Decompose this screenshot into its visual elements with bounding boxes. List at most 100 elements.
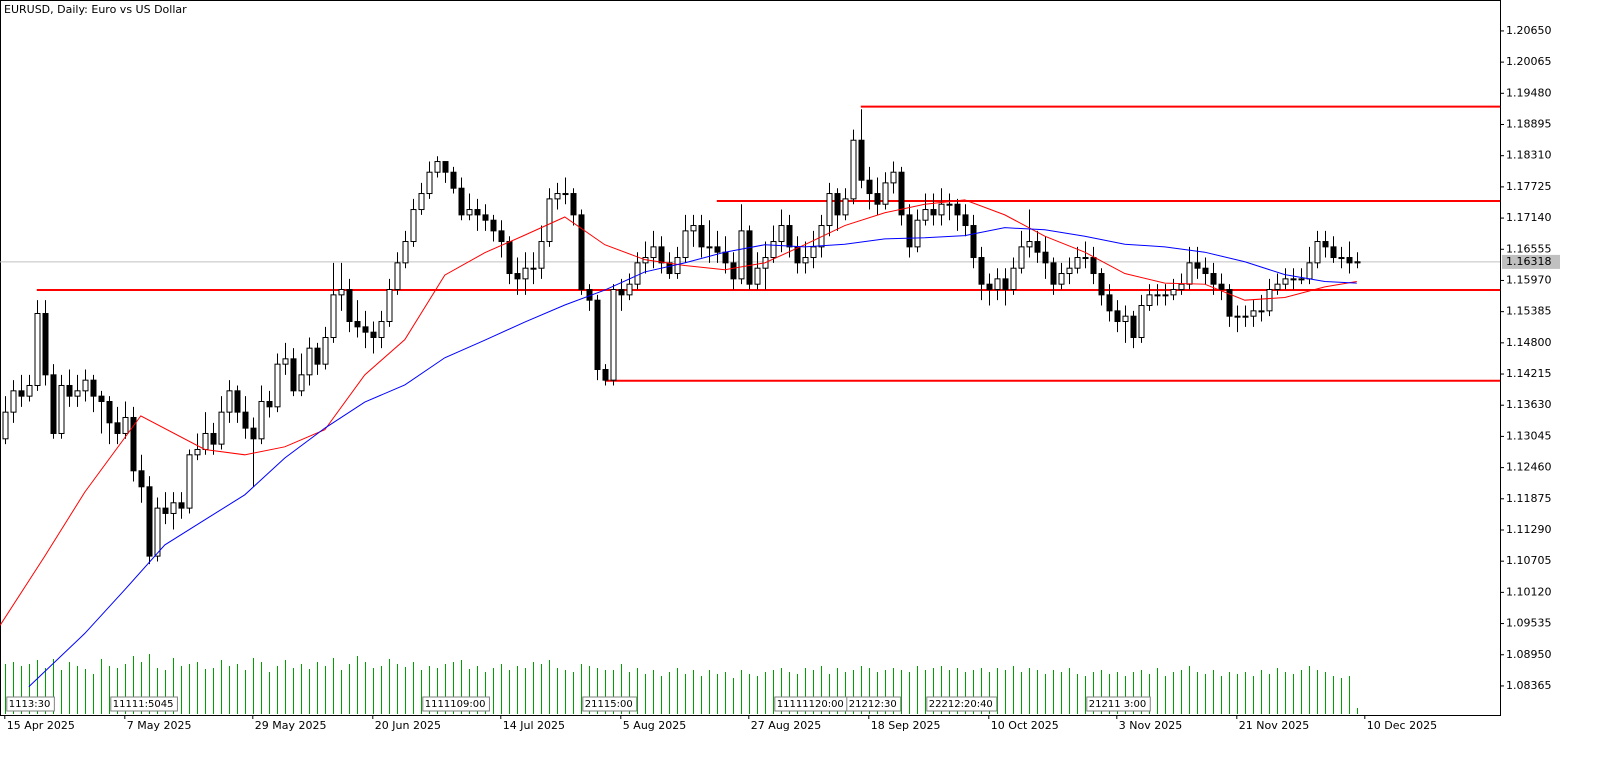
candle-body bbox=[634, 262, 641, 285]
candle-body bbox=[50, 374, 57, 434]
y-tick-label: 1.15385 bbox=[1506, 305, 1552, 318]
event-label-box bbox=[422, 696, 490, 712]
candle-body bbox=[1106, 294, 1113, 312]
candle-body bbox=[82, 379, 89, 392]
candle-body bbox=[458, 187, 465, 216]
candle-body bbox=[970, 225, 977, 259]
candle-body bbox=[1282, 278, 1289, 285]
x-tick-label: 29 May 2025 bbox=[255, 719, 327, 732]
candle-body bbox=[842, 198, 849, 216]
candle-body bbox=[322, 337, 329, 365]
candle-body bbox=[354, 321, 361, 328]
candle-body bbox=[498, 230, 505, 243]
candle-body bbox=[178, 502, 185, 509]
y-tick-label: 1.12460 bbox=[1506, 461, 1552, 474]
candle-body bbox=[1034, 241, 1041, 253]
candle-body bbox=[154, 507, 161, 557]
candle-body bbox=[2, 411, 9, 440]
candle-body bbox=[74, 390, 81, 397]
y-tick-label: 1.13045 bbox=[1506, 429, 1552, 442]
candle-body bbox=[1274, 283, 1281, 291]
candle-body bbox=[1330, 246, 1337, 259]
candle-body bbox=[18, 390, 25, 397]
candle-body bbox=[858, 139, 865, 181]
candle-body bbox=[1322, 241, 1329, 248]
x-tick-label: 27 Aug 2025 bbox=[751, 719, 821, 732]
candle-body bbox=[482, 214, 489, 221]
y-tick-label: 1.11875 bbox=[1506, 492, 1552, 505]
candle-body bbox=[906, 214, 913, 248]
y-tick-label: 1.10705 bbox=[1506, 554, 1552, 567]
event-label-box bbox=[6, 696, 55, 712]
candle-body bbox=[882, 182, 889, 205]
candle-body bbox=[298, 374, 305, 392]
candle-body bbox=[778, 225, 785, 243]
y-tick-label: 1.20650 bbox=[1506, 24, 1552, 37]
candle-body bbox=[1306, 262, 1313, 280]
candle-body bbox=[538, 241, 545, 269]
candle-body bbox=[754, 267, 761, 285]
candle-body bbox=[514, 273, 521, 280]
candle-body bbox=[42, 313, 49, 376]
candle-body bbox=[106, 400, 113, 424]
candle-body bbox=[506, 241, 513, 275]
candle-body bbox=[274, 363, 281, 408]
candle-body bbox=[914, 219, 921, 248]
candle-body bbox=[1098, 273, 1105, 296]
candle-body bbox=[1186, 262, 1193, 285]
candle-body bbox=[250, 427, 257, 440]
y-tick-label: 1.08950 bbox=[1506, 648, 1552, 661]
candle-body bbox=[1146, 294, 1153, 307]
moving-average bbox=[0, 199, 1357, 626]
candle-body bbox=[346, 289, 353, 323]
candle-body bbox=[26, 384, 33, 397]
y-tick-label: 1.17725 bbox=[1506, 180, 1552, 193]
candle-body bbox=[922, 209, 929, 221]
candle-body bbox=[1002, 278, 1009, 291]
candle-body bbox=[1242, 315, 1249, 318]
candle-body bbox=[450, 171, 457, 189]
candle-body bbox=[1130, 315, 1137, 339]
candle-body bbox=[434, 161, 441, 173]
candle-body bbox=[466, 209, 473, 216]
candle-body bbox=[194, 448, 201, 456]
y-tick-label: 1.17140 bbox=[1506, 211, 1552, 224]
candle-body bbox=[1298, 278, 1305, 281]
candle-body bbox=[706, 246, 713, 249]
x-tick-label: 10 Dec 2025 bbox=[1367, 719, 1437, 732]
candle-body bbox=[386, 289, 393, 323]
candle-body bbox=[546, 198, 553, 243]
candle-body bbox=[890, 171, 897, 184]
y-tick-label: 1.19480 bbox=[1506, 86, 1552, 99]
candle-body bbox=[170, 502, 177, 514]
candle-body bbox=[1058, 273, 1065, 285]
event-label-box bbox=[846, 696, 902, 712]
candle-body bbox=[362, 326, 369, 333]
candle-body bbox=[210, 432, 217, 445]
candle-body bbox=[810, 246, 817, 259]
candle-body bbox=[1170, 289, 1177, 296]
candle-body bbox=[1050, 262, 1057, 285]
candle-body bbox=[442, 161, 449, 173]
last-price-label: 1.16318 bbox=[1506, 255, 1552, 268]
candle-body bbox=[330, 294, 337, 339]
candle-body bbox=[58, 384, 65, 434]
y-tick-label: 1.14215 bbox=[1506, 367, 1552, 380]
candle-body bbox=[730, 262, 737, 280]
candle-body bbox=[114, 422, 121, 434]
moving-average bbox=[28, 227, 1357, 688]
candle-body bbox=[1338, 257, 1345, 260]
x-tick-label: 18 Sep 2025 bbox=[871, 719, 941, 732]
candle-body bbox=[1074, 257, 1081, 269]
candle-body bbox=[218, 411, 225, 445]
x-tick-label: 21 Nov 2025 bbox=[1239, 719, 1309, 732]
candle-body bbox=[930, 209, 937, 216]
x-tick-label: 20 Jun 2025 bbox=[375, 719, 441, 732]
candle-body bbox=[826, 193, 833, 227]
event-label: 21115:00 bbox=[585, 699, 633, 710]
candle-body bbox=[226, 390, 233, 413]
candle-body bbox=[1122, 315, 1129, 323]
candle-body bbox=[1266, 289, 1273, 312]
candle-body bbox=[874, 193, 881, 205]
candle-body bbox=[898, 171, 905, 216]
